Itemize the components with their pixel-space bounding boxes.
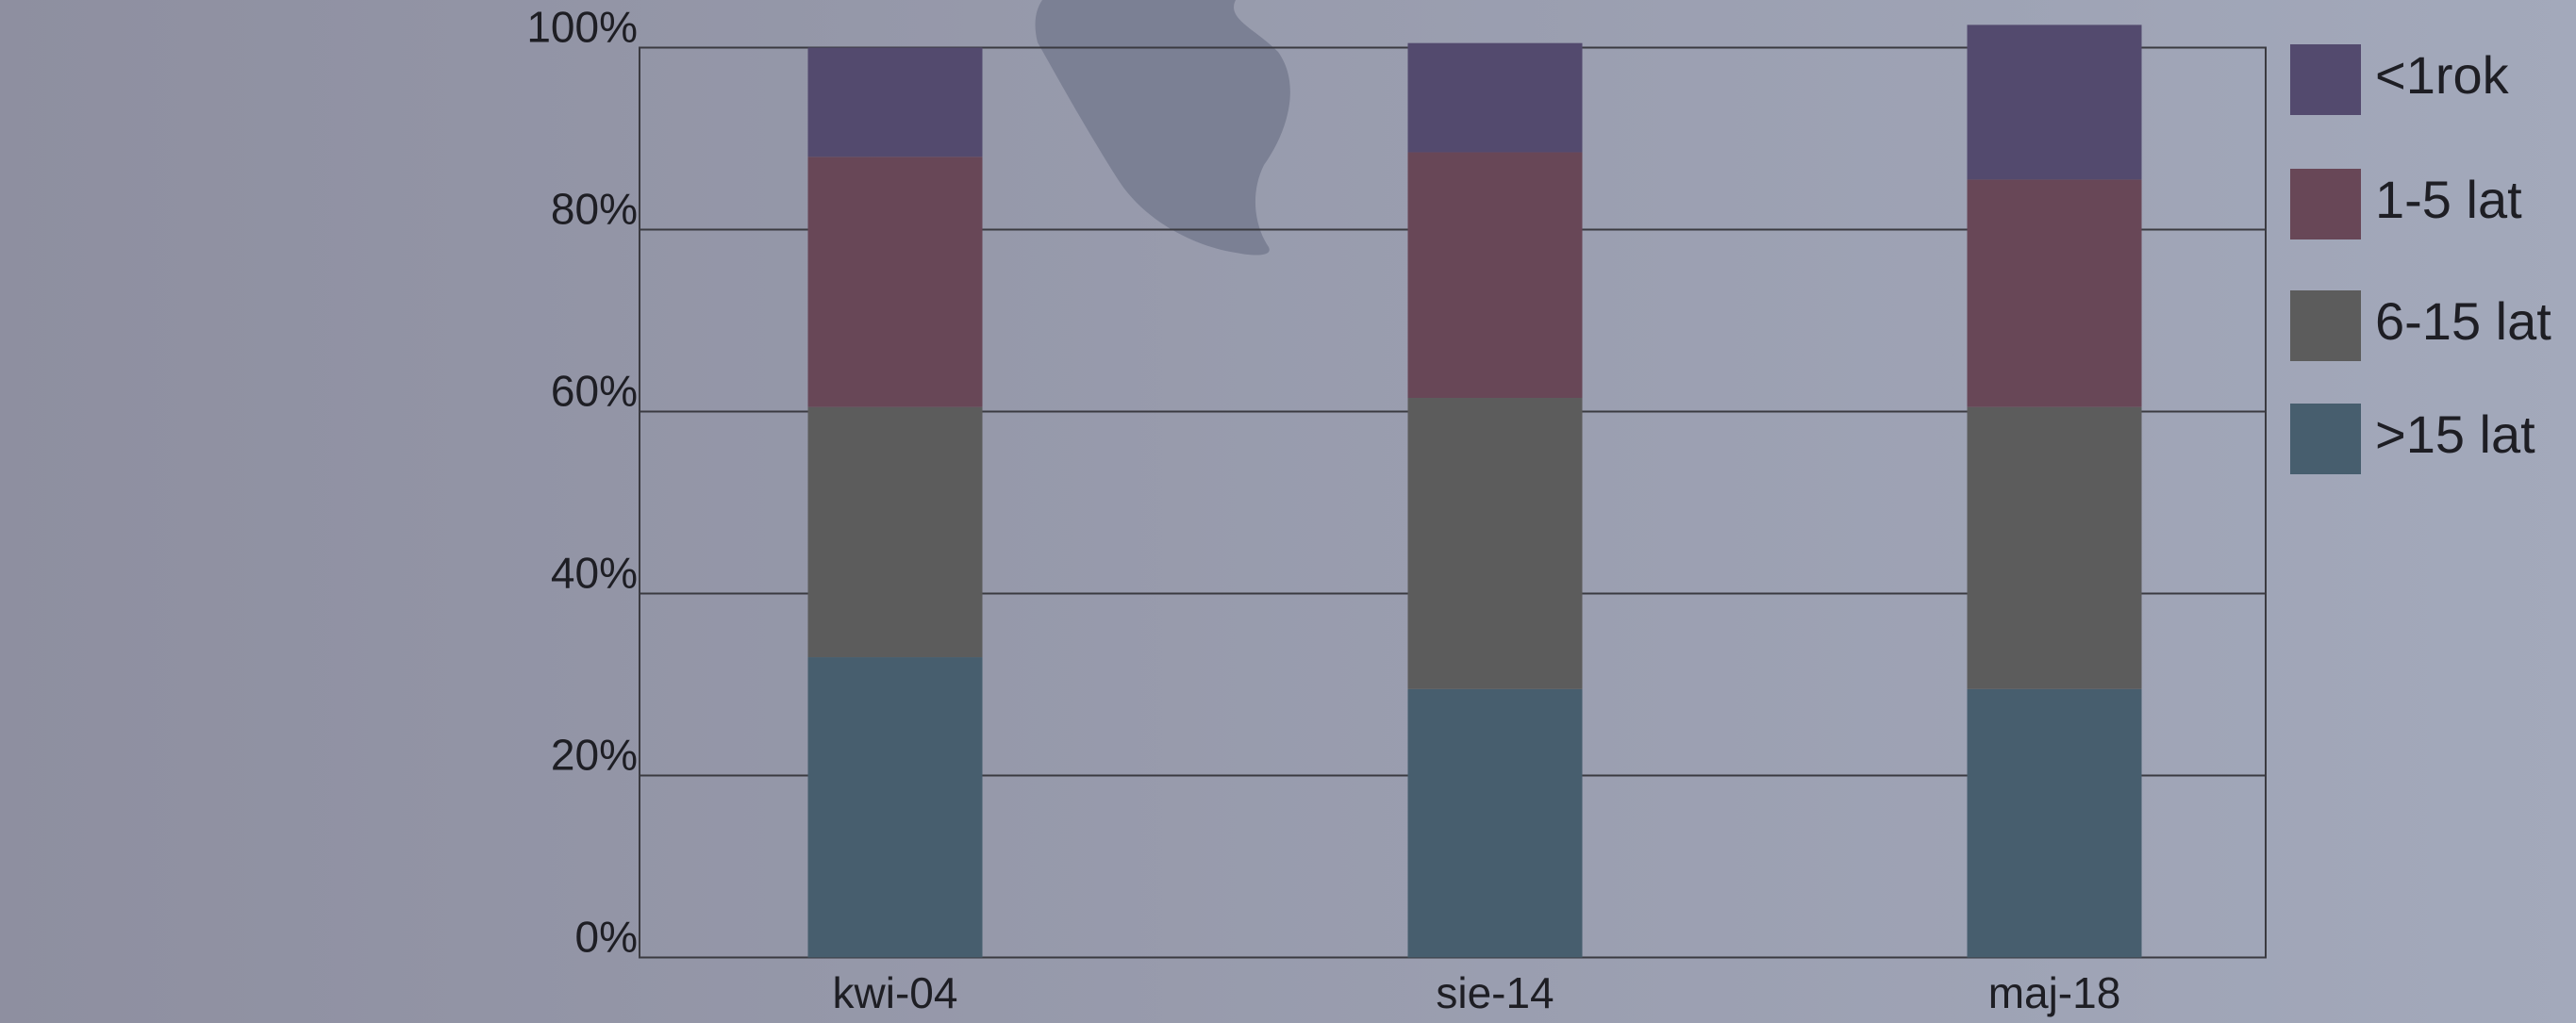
bar-segment	[1407, 152, 1583, 399]
x-tick-label: kwi-04	[833, 968, 958, 1017]
legend-label: 1-5 lat	[2375, 170, 2522, 229]
bar-segment	[1407, 398, 1583, 689]
bar-segment	[1967, 179, 2142, 407]
legend-label: >15 lat	[2375, 404, 2535, 464]
legend-label: <1rok	[2375, 45, 2510, 105]
legend-label: 6-15 lat	[2375, 291, 2551, 351]
y-tick-label: 20%	[551, 731, 638, 780]
x-tick-label: maj-18	[1988, 968, 2121, 1017]
y-tick-label: 80%	[551, 185, 638, 234]
bar-segment	[807, 47, 983, 157]
bar-segment	[1407, 42, 1583, 153]
bar-segment	[1967, 25, 2142, 180]
x-tick-label: sie-14	[1436, 968, 1554, 1017]
decorative-blob	[1035, 0, 1290, 256]
legend-swatch	[2290, 404, 2361, 474]
bar-segment	[1967, 406, 2142, 689]
legend-swatch	[2290, 169, 2361, 239]
bar-segment	[1407, 688, 1583, 958]
bar-segment	[807, 657, 983, 958]
y-tick-label: 60%	[551, 367, 638, 416]
y-tick-label: 100%	[526, 3, 638, 52]
bar-segment	[807, 157, 983, 407]
bar-segment	[1967, 688, 2142, 958]
bar-segment	[807, 406, 983, 658]
legend-swatch	[2290, 44, 2361, 115]
y-tick-label: 0%	[575, 913, 638, 962]
y-tick-label: 40%	[551, 549, 638, 598]
legend-swatch	[2290, 290, 2361, 361]
